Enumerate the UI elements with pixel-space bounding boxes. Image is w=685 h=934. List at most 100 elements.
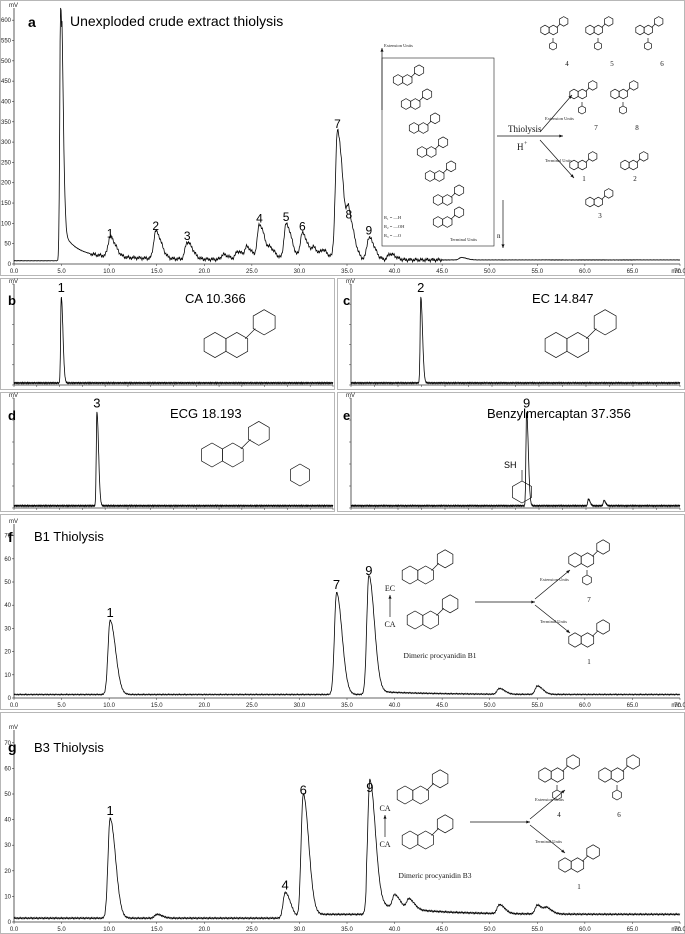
ring-b — [252, 309, 276, 336]
ring-a — [406, 610, 424, 630]
panel-letter: a — [28, 14, 36, 30]
y-tick-label: 70 — [4, 741, 11, 747]
bond — [431, 828, 440, 836]
peak-label-9: 9 — [366, 780, 373, 795]
bond — [636, 158, 641, 163]
structure-product — [610, 80, 639, 100]
y-axis-label: mV — [9, 393, 18, 399]
bond — [582, 855, 589, 862]
ring-b — [639, 151, 649, 162]
x-tick-label: 35.0 — [341, 269, 353, 275]
structure-product — [585, 16, 614, 36]
arrow-head — [570, 174, 574, 178]
peak-label-6: 6 — [299, 220, 306, 234]
arrow-head — [561, 849, 565, 853]
ring-b — [248, 420, 270, 446]
ring-a — [585, 196, 595, 208]
peak-label-2: 2 — [152, 219, 159, 233]
product-label: 7 — [587, 596, 591, 604]
polymer-bracket — [381, 57, 495, 247]
chart-panel-e: mV 9 e Benzylmercaptan 37.356 SH — [337, 392, 685, 512]
bond — [592, 550, 599, 557]
structure-product — [620, 151, 649, 171]
ring-b — [593, 309, 617, 336]
bond — [601, 23, 606, 28]
arrow-head — [566, 570, 570, 574]
y-tick-label: 550 — [1, 39, 12, 45]
ring-b — [629, 80, 639, 91]
ring-b — [586, 844, 600, 860]
ring-a — [401, 565, 419, 585]
x-tick-label: 20.0 — [198, 269, 210, 275]
ring-benzyl — [552, 789, 562, 801]
chart-title: CA 10.366 — [185, 291, 246, 306]
x-tick-label: 65.0 — [627, 703, 639, 709]
ring-c — [417, 565, 434, 585]
arrow-terminal — [501, 200, 505, 248]
x-tick-label: 15.0 — [151, 927, 163, 933]
panel-letter: e — [343, 408, 350, 423]
chromatogram-line — [13, 297, 334, 385]
lower-unit-label: CA — [384, 620, 395, 629]
ring-b — [604, 16, 614, 27]
ring-c — [422, 610, 439, 630]
ring-c — [418, 122, 429, 134]
ring-b — [596, 619, 610, 635]
arrow-head — [531, 600, 535, 604]
ring-a — [401, 830, 419, 850]
ring-a — [432, 216, 444, 228]
x-axis-label: min — [671, 927, 681, 933]
x-tick-label: 5.0 — [57, 927, 66, 933]
structure-benzyl-thioether — [619, 102, 627, 115]
arrow-shaft — [534, 604, 571, 634]
ring-c — [225, 331, 249, 359]
panel-frame — [0, 0, 685, 276]
structure-epicatechin — [544, 309, 617, 359]
chart-title: B3 Thiolysis — [34, 740, 104, 755]
x-tick-label: 10.0 — [103, 927, 115, 933]
x-tick-label: 10.0 — [103, 269, 115, 275]
x-tick-label: 5.0 — [57, 269, 66, 275]
arrow-extension — [380, 48, 384, 110]
proton-label: H — [517, 142, 524, 152]
x-tick-label: 10.0 — [103, 703, 115, 709]
product-label: 8 — [635, 124, 639, 132]
structure-benzyl-thioether — [644, 38, 652, 51]
ring-c — [610, 767, 625, 783]
structure-benzyl-thioether — [612, 785, 622, 801]
peak-label-7: 7 — [333, 577, 340, 592]
y-axis-label: mV — [346, 279, 355, 285]
ring-a — [620, 159, 630, 171]
ring-a — [416, 146, 428, 158]
arrow-shaft — [534, 569, 571, 600]
bond — [418, 96, 424, 102]
x-tick-label: 50.0 — [484, 927, 496, 933]
bond — [585, 87, 590, 92]
x-tick-label: 65.0 — [627, 269, 639, 275]
structure-product — [538, 754, 580, 783]
ring-b — [431, 769, 449, 789]
y-tick-label: 50 — [4, 792, 11, 798]
ring-benzene — [512, 480, 532, 504]
ring-c — [593, 24, 603, 36]
bond — [622, 765, 629, 772]
x-tick-label: 0.0 — [10, 269, 19, 275]
x-tick-label: 55.0 — [531, 927, 543, 933]
ring-b — [654, 16, 664, 27]
ring-a — [558, 857, 572, 873]
y-tick-label: 40 — [4, 818, 11, 824]
extension-units-arrow-label: Extension Units — [535, 797, 564, 802]
bond — [450, 214, 456, 220]
bond — [426, 120, 432, 126]
ring-benzyl — [594, 41, 602, 51]
y-tick-label: 10 — [4, 673, 11, 679]
bond — [585, 328, 597, 339]
arrow-shaft — [529, 824, 566, 854]
thiolysis-label: Thiolysis — [508, 124, 542, 134]
ring-c — [222, 442, 244, 468]
x-tick-label: 15.0 — [151, 269, 163, 275]
x-tick-label: 55.0 — [531, 269, 543, 275]
ring-a — [432, 194, 444, 206]
ring-galloyl — [290, 463, 310, 487]
y-tick-label: 40 — [4, 603, 11, 609]
